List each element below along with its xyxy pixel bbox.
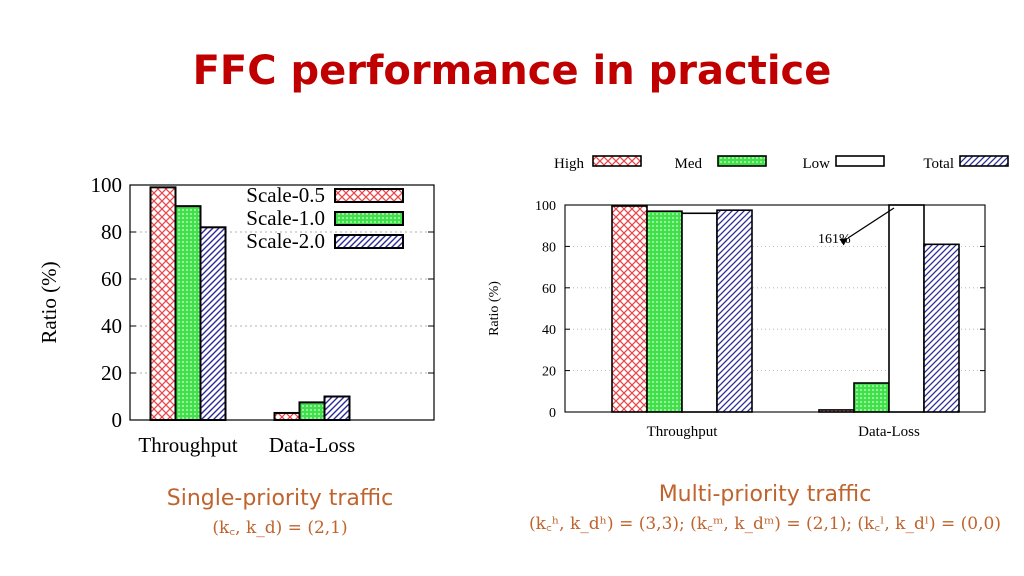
bar xyxy=(646,210,683,413)
x-category-label: Throughput xyxy=(138,433,237,457)
right-caption: Multi-priority traffic (k꜀ʰ, k_dʰ) = (3,… xyxy=(515,482,1015,534)
legend-label: Med xyxy=(675,156,703,172)
y-tick-label: 60 xyxy=(101,267,122,291)
legend-swatch xyxy=(334,234,404,249)
legend-swatch xyxy=(835,155,885,167)
x-category-label: Data-Loss xyxy=(269,433,355,457)
right-caption-title: Multi-priority traffic xyxy=(658,482,872,507)
multi-priority-chart: High Med Low Total 0 20 40 60 80 100 Ratio (%) Thr… xyxy=(487,155,1009,440)
legend-swatch xyxy=(959,155,1009,167)
bar xyxy=(681,212,718,413)
bar xyxy=(199,226,227,421)
left-caption: Single-priority traffic (k꜀, k_d) = (2,1… xyxy=(130,486,430,538)
y-tick-label: 0 xyxy=(549,406,556,421)
plot-frame xyxy=(129,184,435,421)
legend-label: Scale-2.0 xyxy=(246,229,325,253)
bar xyxy=(149,186,177,421)
y-tick-label: 100 xyxy=(91,173,123,197)
legend-label: Scale-0.5 xyxy=(246,183,325,207)
legend-label: Scale-1.0 xyxy=(246,206,325,230)
bar xyxy=(923,243,960,413)
bar xyxy=(323,395,351,421)
bar xyxy=(298,401,326,421)
annotation-arrow xyxy=(839,207,895,246)
bar xyxy=(853,382,890,413)
y-tick-label: 0 xyxy=(112,408,123,432)
y-axis-label: Ratio (%) xyxy=(487,281,502,336)
left-caption-formula: (k꜀, k_d) = (2,1) xyxy=(212,518,348,538)
legend-label: High xyxy=(554,156,585,172)
left-caption-title: Single-priority traffic xyxy=(166,486,394,511)
plot-frame xyxy=(564,204,986,413)
bar xyxy=(611,205,648,413)
x-category-label: Throughput xyxy=(647,424,719,440)
y-tick-label: 60 xyxy=(542,282,556,297)
y-tick-label: 40 xyxy=(101,314,122,338)
bar xyxy=(174,205,202,422)
y-axis-label: Ratio (%) xyxy=(37,261,61,343)
x-category-label: Data-Loss xyxy=(858,424,920,440)
bar xyxy=(716,209,753,413)
single-priority-chart: 0 20 40 60 80 100 Ratio (%) Throughput Data-Loss… xyxy=(37,173,435,457)
y-tick-label: 80 xyxy=(542,240,556,255)
legend-swatch xyxy=(592,155,642,167)
y-tick-label: 20 xyxy=(101,361,122,385)
legend-swatch xyxy=(334,188,404,203)
bar xyxy=(273,411,301,421)
right-caption-formula: (k꜀ʰ, k_dʰ) = (3,3); (k꜀ᵐ, k_dᵐ) = (2,1)… xyxy=(529,514,1001,534)
slide-title: FFC performance in practice xyxy=(192,48,832,94)
y-tick-label: 100 xyxy=(535,199,556,214)
legend-swatch xyxy=(334,211,404,226)
legend-label: Low xyxy=(803,156,831,172)
y-tick-label: 20 xyxy=(542,365,556,380)
y-tick-label: 80 xyxy=(101,220,122,244)
legend-label: Total xyxy=(923,156,954,172)
y-tick-label: 40 xyxy=(542,323,556,338)
annotation-label: 161% xyxy=(818,232,851,247)
legend-swatch xyxy=(717,155,767,167)
bar xyxy=(888,204,925,413)
